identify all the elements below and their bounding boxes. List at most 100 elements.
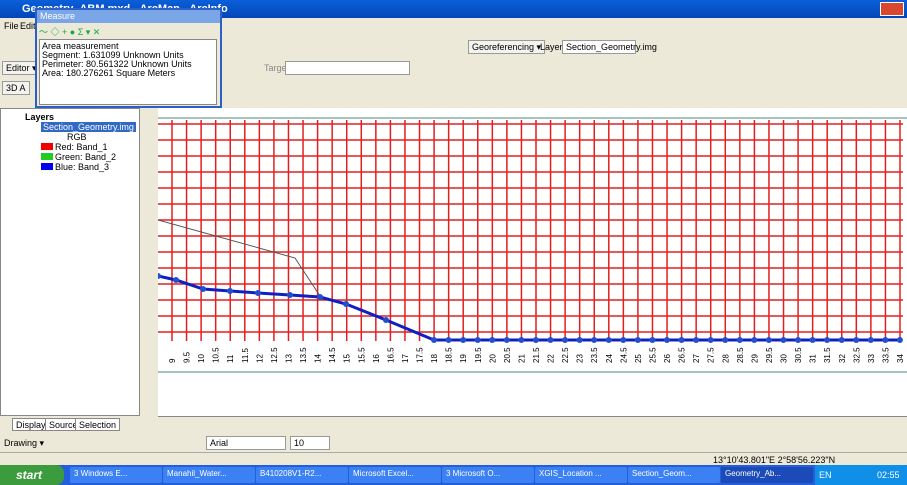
vertex xyxy=(547,337,553,343)
vertex xyxy=(824,337,830,343)
menu-item[interactable]: File xyxy=(4,21,19,31)
vertex xyxy=(475,337,481,343)
vertex xyxy=(489,337,495,343)
axis-label: 20.5 xyxy=(503,347,512,363)
toc-layer[interactable]: Section_Geometry.img xyxy=(41,122,136,132)
font-dropdown[interactable]: Arial xyxy=(206,436,286,450)
vertex xyxy=(708,337,714,343)
axis-label: 15.5 xyxy=(357,347,366,363)
3d-toolbar[interactable]: 3D A xyxy=(2,81,30,95)
measure-window: Measure 〜 ◇ + ● Σ ▾ ✕ Area measurement S… xyxy=(35,8,222,108)
axis-label: 14.5 xyxy=(328,347,337,363)
vertex xyxy=(737,337,743,343)
size-dropdown[interactable]: 10 xyxy=(290,436,330,450)
vertex xyxy=(664,337,670,343)
vertex xyxy=(853,337,859,343)
axis-label: 23 xyxy=(576,354,585,363)
axis-label: 21.5 xyxy=(532,347,541,363)
band: Green: Band_2 xyxy=(55,152,116,162)
axis-label: 13 xyxy=(284,354,293,363)
tools-column xyxy=(140,108,158,418)
vertex xyxy=(766,337,772,343)
vertex xyxy=(591,337,597,343)
close-button[interactable] xyxy=(880,2,904,16)
axis-label: 31 xyxy=(809,354,818,363)
axis-label: 18 xyxy=(430,354,439,363)
vertex xyxy=(255,290,261,296)
menu-item[interactable]: Edit xyxy=(20,21,36,31)
tab[interactable]: Display xyxy=(12,418,50,431)
target-dropdown[interactable] xyxy=(285,61,410,75)
axis-label: 17 xyxy=(401,354,410,363)
task-button[interactable]: Microsoft Excel... xyxy=(349,467,441,483)
axis-label: 26.5 xyxy=(678,347,687,363)
vertex xyxy=(287,292,293,298)
drawing-menu[interactable]: Drawing ▾ xyxy=(4,438,44,449)
map-scrollbar[interactable] xyxy=(158,416,907,432)
axis-label: 27 xyxy=(692,354,701,363)
axis-label: 29 xyxy=(750,354,759,363)
vertex xyxy=(200,286,206,292)
vertex xyxy=(317,294,323,300)
axis-label: 30 xyxy=(780,354,789,363)
swatch xyxy=(41,143,53,150)
vertex xyxy=(635,337,641,343)
start-button[interactable]: start xyxy=(0,465,64,485)
axis-label: 13.5 xyxy=(299,347,308,363)
tab[interactable]: Selection xyxy=(75,418,120,431)
axis-label: 22.5 xyxy=(561,347,570,363)
axis-label: 34 xyxy=(896,354,905,363)
vertex xyxy=(810,337,816,343)
task-button[interactable]: Section_Geom... xyxy=(628,467,720,483)
toc-rgb: RGB xyxy=(67,132,87,142)
task-button[interactable]: B410208V1-R2... xyxy=(256,467,348,483)
axis-label: 11.5 xyxy=(241,347,250,363)
taskbar: start EN 02:55 3 Windows E...Manahil_Wat… xyxy=(0,465,907,485)
toc-root[interactable]: Layers xyxy=(25,112,54,122)
axis-label: 10.5 xyxy=(212,347,221,363)
map-bg xyxy=(158,108,907,416)
coordinates: 13°10'43.801"E 2°58'56.223"N xyxy=(713,455,835,465)
layer-dropdown[interactable]: Section_Geometry.img xyxy=(562,40,636,54)
axis-label: 12.5 xyxy=(270,347,279,363)
vertex xyxy=(722,337,728,343)
axis-label: 33.5 xyxy=(881,347,890,363)
axis-label: 12 xyxy=(255,354,264,363)
swatch xyxy=(41,163,53,170)
table-of-contents: Layers Section_Geometry.img RGB Red: Ban… xyxy=(0,108,140,416)
vertex xyxy=(882,337,888,343)
task-button[interactable]: 3 Windows E... xyxy=(70,467,162,483)
vertex xyxy=(562,337,568,343)
vertex xyxy=(533,337,539,343)
vertex xyxy=(693,337,699,343)
axis-label: 9.5 xyxy=(183,351,192,363)
task-button[interactable]: XGIS_Location ... xyxy=(535,467,627,483)
vertex xyxy=(383,317,389,323)
vertex xyxy=(518,337,524,343)
vertex xyxy=(343,301,349,307)
axis-label: 16 xyxy=(372,354,381,363)
axis-label: 19.5 xyxy=(474,347,483,363)
axis-label: 22 xyxy=(547,354,556,363)
swatch xyxy=(41,153,53,160)
axis-label: 25 xyxy=(634,354,643,363)
vertex xyxy=(606,337,612,343)
axis-label: 28 xyxy=(721,354,730,363)
axis-label: 31.5 xyxy=(823,347,832,363)
axis-label: 9 xyxy=(168,358,177,363)
axis-label: 16.5 xyxy=(386,347,395,363)
task-button[interactable]: Geometry_Ab... xyxy=(721,467,813,483)
vertex xyxy=(679,337,685,343)
language[interactable]: EN xyxy=(819,470,832,480)
measure-tools[interactable]: 〜 ◇ + ● Σ ▾ ✕ xyxy=(39,25,119,37)
task-button[interactable]: 3 Microsoft O... xyxy=(442,467,534,483)
text: Area: 180.276261 Square Meters xyxy=(42,69,214,78)
vertex xyxy=(504,337,510,343)
vertex xyxy=(839,337,845,343)
axis-label: 24.5 xyxy=(619,347,628,363)
vertex xyxy=(795,337,801,343)
vertex xyxy=(780,337,786,343)
task-button[interactable]: Manahil_Water... xyxy=(163,467,255,483)
georef-menu[interactable]: Georeferencing ▾ xyxy=(468,40,545,54)
